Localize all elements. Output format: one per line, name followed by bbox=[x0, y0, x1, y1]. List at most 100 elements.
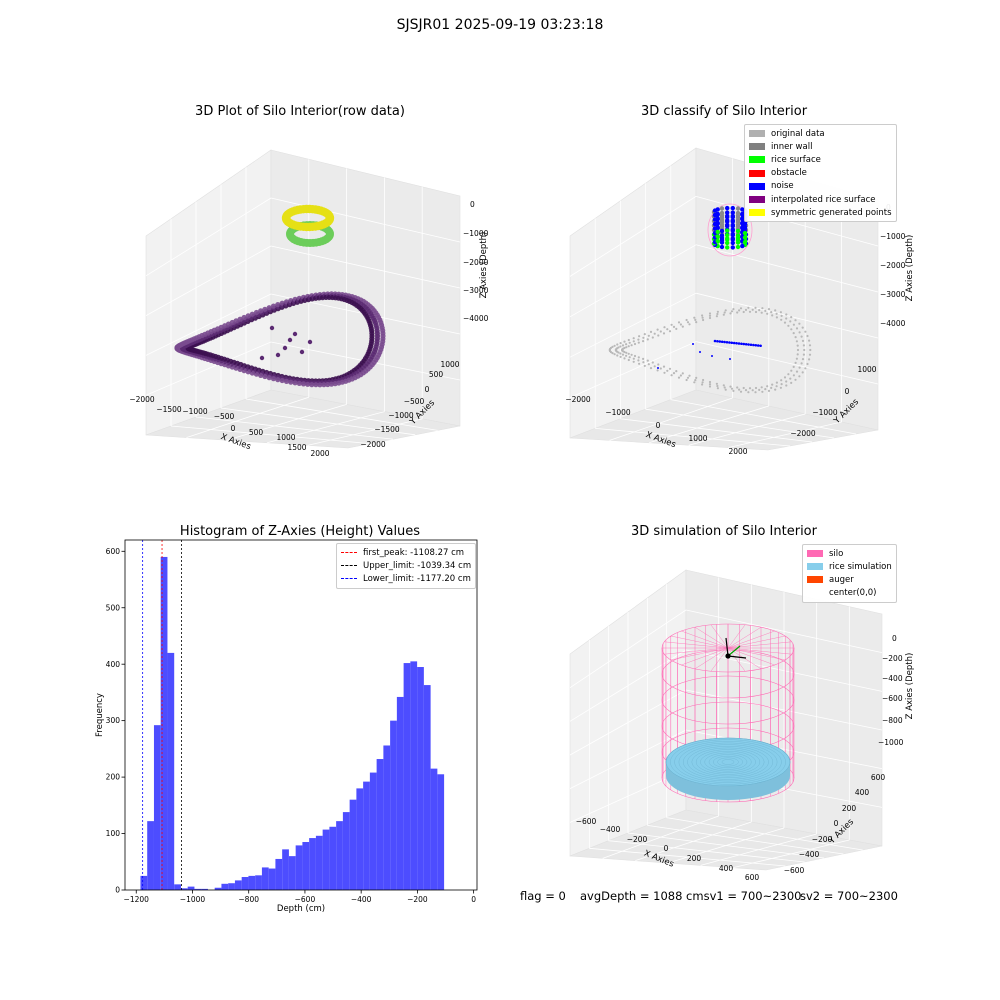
noise-point bbox=[737, 342, 741, 345]
histogram-bar bbox=[302, 842, 310, 890]
data-point bbox=[725, 237, 730, 242]
data-point bbox=[790, 328, 793, 331]
noise-point bbox=[754, 343, 758, 347]
data-point bbox=[730, 310, 734, 313]
histogram-ylabel: Frequency bbox=[95, 693, 105, 737]
grid-line bbox=[267, 411, 385, 444]
data-point bbox=[735, 244, 741, 250]
silo-roof-wire bbox=[727, 630, 775, 649]
legend-item: auger bbox=[807, 573, 892, 586]
rice-surface bbox=[665, 737, 791, 787]
y-tick-label: 300 bbox=[106, 716, 121, 725]
histogram-bar bbox=[221, 883, 229, 890]
data-point bbox=[730, 219, 735, 224]
data-point bbox=[758, 388, 761, 391]
data-point bbox=[656, 328, 659, 331]
data-point bbox=[790, 369, 793, 372]
data-point bbox=[771, 314, 774, 317]
data-point bbox=[262, 306, 268, 312]
data-point bbox=[625, 346, 628, 349]
data-point bbox=[677, 321, 681, 324]
legend-item: silo bbox=[807, 547, 892, 560]
noise-point bbox=[740, 342, 743, 346]
data-point bbox=[659, 330, 662, 333]
data-point bbox=[789, 320, 792, 323]
histogram-bar bbox=[241, 877, 249, 890]
histogram-bar bbox=[376, 759, 384, 890]
data-point bbox=[663, 326, 666, 329]
data-point bbox=[659, 367, 662, 370]
histogram-bar bbox=[275, 858, 283, 890]
data-point bbox=[719, 237, 725, 243]
data-point bbox=[723, 386, 726, 389]
data-point bbox=[779, 311, 782, 314]
data-point bbox=[716, 312, 719, 316]
data-point bbox=[279, 300, 285, 306]
p4-xtick: 200 bbox=[687, 854, 702, 863]
data-point bbox=[751, 389, 754, 392]
data-point bbox=[719, 228, 725, 234]
legend-swatch bbox=[749, 182, 765, 190]
data-point bbox=[785, 384, 788, 387]
x-tick-label: −1000 bbox=[180, 895, 206, 904]
histogram-bar bbox=[417, 667, 424, 890]
legend-item: Upper_limit: -1039.34 cm bbox=[341, 559, 471, 572]
p2-ztick: −4000 bbox=[880, 319, 906, 328]
data-point bbox=[785, 313, 788, 316]
data-point bbox=[806, 362, 809, 366]
data-point bbox=[809, 348, 812, 352]
legend-label: inner wall bbox=[771, 141, 813, 152]
data-point bbox=[808, 353, 812, 356]
legend-label: Lower_limit: -1177.20 cm bbox=[363, 573, 471, 584]
data-point bbox=[787, 373, 790, 376]
rice-mesh bbox=[695, 749, 761, 775]
histogram-bar bbox=[201, 888, 208, 890]
grid-line bbox=[186, 396, 309, 438]
data-point bbox=[642, 336, 645, 339]
data-point bbox=[760, 311, 763, 314]
legend-label: first_peak: -1108.27 cm bbox=[363, 547, 465, 558]
p1-ytick: 1000 bbox=[440, 360, 459, 369]
data-point bbox=[798, 322, 801, 325]
data-point bbox=[282, 345, 288, 351]
data-point bbox=[780, 318, 783, 321]
data-point bbox=[735, 215, 741, 220]
legend-item: original data bbox=[749, 127, 892, 140]
data-point bbox=[613, 353, 616, 356]
panel-4-plot: −600 −400 −200 0 200 400 600 600 400 200… bbox=[569, 569, 915, 880]
rice-mesh bbox=[691, 747, 765, 777]
legend-swatch bbox=[749, 196, 765, 204]
data-point bbox=[747, 391, 750, 394]
data-point bbox=[802, 353, 805, 356]
data-point bbox=[668, 367, 672, 370]
rice-mesh bbox=[713, 755, 743, 769]
data-point bbox=[719, 244, 725, 250]
legend-swatch bbox=[807, 576, 823, 584]
data-point bbox=[677, 376, 681, 379]
y-tick-label: 600 bbox=[106, 547, 121, 556]
noise-point bbox=[713, 339, 717, 343]
p1-ytick: −1500 bbox=[374, 425, 400, 434]
data-point bbox=[708, 380, 712, 384]
rice-mesh bbox=[682, 744, 773, 780]
data-point bbox=[262, 373, 268, 380]
grid-line bbox=[245, 398, 438, 431]
auger-axis bbox=[725, 637, 729, 657]
data-point bbox=[725, 210, 730, 215]
y-tick-label: 0 bbox=[115, 886, 120, 895]
grid-line bbox=[649, 405, 769, 444]
data-point bbox=[688, 374, 691, 377]
legend-swatch bbox=[807, 563, 823, 571]
histogram-bar bbox=[390, 720, 397, 890]
data-point bbox=[730, 228, 735, 233]
data-point bbox=[328, 381, 335, 387]
auger-axis bbox=[727, 655, 747, 659]
histogram-bar bbox=[383, 745, 391, 890]
figure-title: SJSJR01 2025-09-19 03:23:18 bbox=[396, 17, 604, 33]
p1-xtick: 1500 bbox=[287, 443, 306, 452]
data-point bbox=[729, 312, 732, 315]
data-point bbox=[675, 327, 678, 330]
data-point bbox=[693, 316, 696, 319]
data-point bbox=[794, 336, 797, 339]
legend-item: rice simulation bbox=[807, 560, 892, 573]
